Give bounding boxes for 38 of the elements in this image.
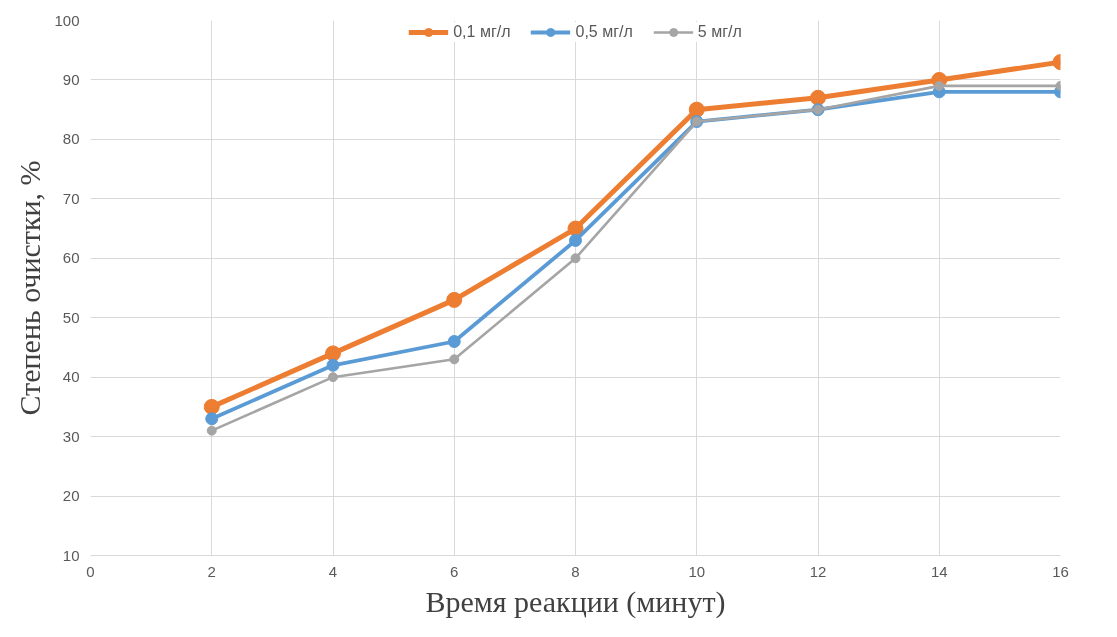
- point: [569, 233, 582, 247]
- point: [934, 80, 945, 91]
- point: [810, 89, 826, 106]
- y-tick-label: 90: [62, 70, 80, 88]
- legend-label: 0,1 мг/л: [453, 23, 511, 41]
- x-tick-label: 4: [328, 562, 338, 580]
- point: [447, 335, 461, 348]
- point: [688, 101, 705, 118]
- y-tick-label: 50: [62, 308, 80, 326]
- x-tick-label: 12: [809, 562, 827, 580]
- y-tick-label: 10: [62, 546, 80, 564]
- x-tick-label: 0: [86, 562, 95, 580]
- legend-label: 5 мг/л: [697, 23, 742, 41]
- y-tick-label: 70: [62, 189, 80, 207]
- x-axis-title: Время реакции (минут): [425, 584, 726, 619]
- x-tick-label: 10: [688, 562, 706, 580]
- y-tick-label: 20: [62, 487, 80, 505]
- x-tick-label: 6: [450, 562, 459, 580]
- y-tick-label: 60: [62, 249, 80, 267]
- y-axis-title: Степень очистки, %: [13, 160, 47, 416]
- y-tick-label: 40: [62, 368, 80, 386]
- point: [570, 253, 581, 264]
- x-tick-label: 16: [1052, 562, 1069, 580]
- point: [446, 291, 463, 308]
- point: [325, 345, 341, 362]
- point: [328, 372, 338, 383]
- point: [203, 398, 220, 415]
- point: [326, 358, 340, 372]
- x-tick-label: 8: [571, 562, 580, 580]
- x-tick-label: 2: [207, 562, 216, 580]
- y-tick-label: 30: [62, 427, 80, 445]
- y-tick-label: 80: [62, 130, 80, 148]
- y-tick-label: 100: [54, 11, 80, 29]
- legend-label: 0,5 мг/л: [575, 23, 633, 41]
- point: [449, 354, 460, 365]
- x-tick-label: 14: [930, 562, 948, 580]
- point: [206, 425, 217, 436]
- point: [205, 412, 219, 426]
